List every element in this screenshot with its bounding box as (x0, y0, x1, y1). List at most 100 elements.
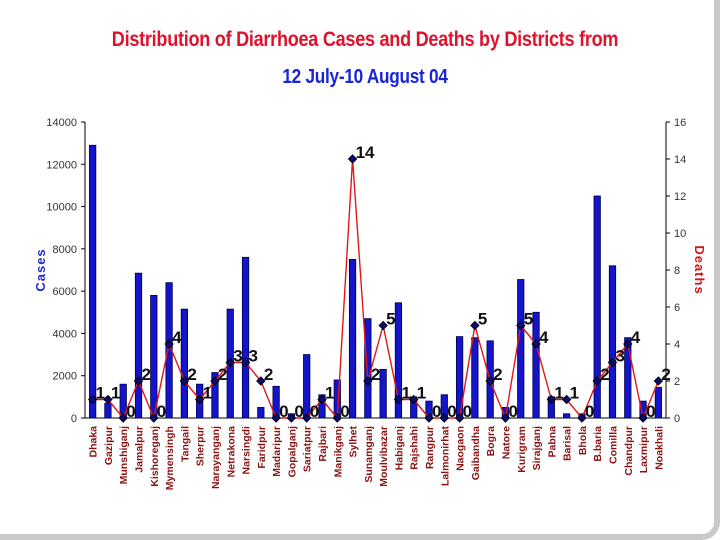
bar (258, 407, 264, 418)
deaths-data-label: 0 (447, 402, 456, 421)
deaths-data-label: 1 (570, 384, 579, 403)
category-label: Sylhet (348, 426, 360, 458)
deaths-data-label: 2 (142, 365, 151, 384)
deaths-data-label: 1 (325, 384, 334, 403)
deaths-data-label: 0 (279, 402, 288, 421)
y2-tick-label: 10 (674, 228, 686, 240)
deaths-data-label: 0 (463, 402, 472, 421)
deaths-data-label: 1 (203, 384, 212, 403)
y2-tick-label: 14 (674, 154, 686, 166)
category-label: Narsingdi (241, 426, 253, 475)
category-label: Barisal (562, 426, 574, 461)
category-label: Naogaon (455, 426, 467, 471)
deaths-data-label: 2 (493, 365, 502, 384)
bar (609, 266, 615, 418)
bar (518, 280, 524, 418)
bar (380, 369, 386, 418)
y-tick-label: 0 (71, 413, 77, 425)
category-label: Habiganj (393, 426, 405, 470)
deaths-data-label: 0 (432, 402, 441, 421)
category-label: Netrakona (225, 426, 237, 478)
deaths-data-label: 3 (233, 347, 242, 366)
y2-tick-label: 0 (674, 413, 680, 425)
deaths-data-label: 3 (615, 347, 624, 366)
y2-tick-label: 12 (674, 191, 686, 203)
bar (242, 257, 248, 418)
category-label: Bogra (485, 426, 497, 456)
category-label: Rajbari (317, 426, 329, 462)
deaths-data-label: 1 (96, 384, 105, 403)
deaths-data-label: 0 (340, 402, 349, 421)
bar (349, 259, 355, 418)
category-label: Madaripur (271, 426, 283, 477)
deaths-data-label: 2 (661, 365, 670, 384)
bar (563, 414, 569, 418)
y-tick-label: 6000 (53, 286, 77, 298)
y2-tick-label: 2 (674, 376, 680, 388)
y2-tick-label: 16 (674, 117, 686, 129)
category-label: Kurigram (516, 426, 528, 473)
deaths-data-label: 4 (631, 328, 641, 347)
deaths-data-label: 5 (478, 310, 487, 329)
chart: 0200040006000800010000120001400002468101… (0, 0, 720, 540)
category-label: Gaibandha (470, 426, 482, 480)
category-label: Jamalpur (134, 426, 146, 473)
category-label: Rajshahi (409, 426, 421, 470)
deaths-data-label: 4 (172, 328, 182, 347)
category-label: Manikganj (332, 426, 344, 477)
y-tick-label: 10000 (46, 202, 77, 214)
deaths-data-label: 1 (111, 384, 120, 403)
bar (625, 338, 631, 418)
category-label: Moulvibazar (378, 426, 390, 487)
deaths-data-label: 1 (417, 384, 426, 403)
y2-tick-label: 8 (674, 265, 680, 277)
y-tick-label: 12000 (46, 159, 77, 171)
deaths-data-label: 0 (126, 402, 135, 421)
category-label: Lalmonirhat (439, 426, 451, 487)
deaths-data-label: 2 (218, 365, 227, 384)
deaths-data-label: 0 (310, 402, 319, 421)
bar (655, 387, 661, 418)
category-label: Munshiganj (118, 426, 130, 484)
category-label: Sirajganj (531, 426, 543, 470)
category-label: Sariatpur (302, 426, 314, 472)
y-tick-label: 8000 (53, 244, 77, 256)
deaths-data-label: 5 (386, 310, 395, 329)
category-label: Gazipur (103, 426, 115, 465)
category-label: Rangpur (424, 426, 436, 469)
deaths-data-label: 1 (554, 384, 563, 403)
category-label: Laxmipur (638, 426, 650, 473)
category-label: Sherpur (195, 426, 207, 466)
plot-area: 0200040006000800010000120001400002468101… (46, 117, 686, 490)
deaths-data-label: 1 (401, 384, 410, 403)
bar (89, 145, 95, 418)
deaths-data-label: 0 (508, 402, 517, 421)
category-label: Sunamganj (363, 426, 375, 483)
category-label: Faridpur (256, 426, 268, 469)
category-label: Pabna (546, 426, 558, 458)
bar (135, 273, 141, 418)
bar (151, 295, 157, 418)
category-label: Chandpur (623, 426, 635, 476)
category-label: Dhaka (88, 426, 100, 458)
y2-tick-label: 6 (674, 302, 680, 314)
deaths-data-label: 2 (187, 365, 196, 384)
category-label: Kishoreganj (149, 426, 161, 487)
category-label: Noakhali (653, 426, 665, 470)
category-label: Comilla (607, 426, 619, 464)
category-label: Natore (500, 426, 512, 459)
y2-axis-label: Deaths (692, 245, 707, 294)
deaths-data-label: 2 (371, 365, 380, 384)
category-label: B.baria (592, 426, 604, 462)
deaths-data-label: 0 (294, 402, 303, 421)
deaths-data-label: 0 (157, 402, 166, 421)
y2-tick-label: 4 (674, 339, 680, 351)
category-label: Mymensingh (164, 426, 176, 490)
category-label: Gopalganj (286, 426, 298, 477)
bar (181, 309, 187, 418)
category-label: Bhola (577, 426, 589, 455)
deaths-data-label: 5 (524, 310, 533, 329)
deaths-data-label: 14 (356, 143, 375, 162)
bar (472, 338, 478, 418)
deaths-data-label: 3 (249, 347, 258, 366)
